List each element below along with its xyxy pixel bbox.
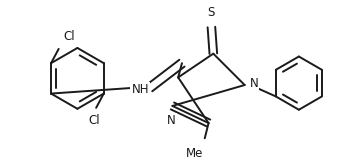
Text: N: N [249,77,258,90]
Text: N: N [167,114,176,126]
Text: Cl: Cl [63,30,75,43]
Text: NH: NH [131,83,149,96]
Text: S: S [208,7,215,19]
Text: Cl: Cl [88,114,100,127]
Text: Me: Me [185,147,203,160]
